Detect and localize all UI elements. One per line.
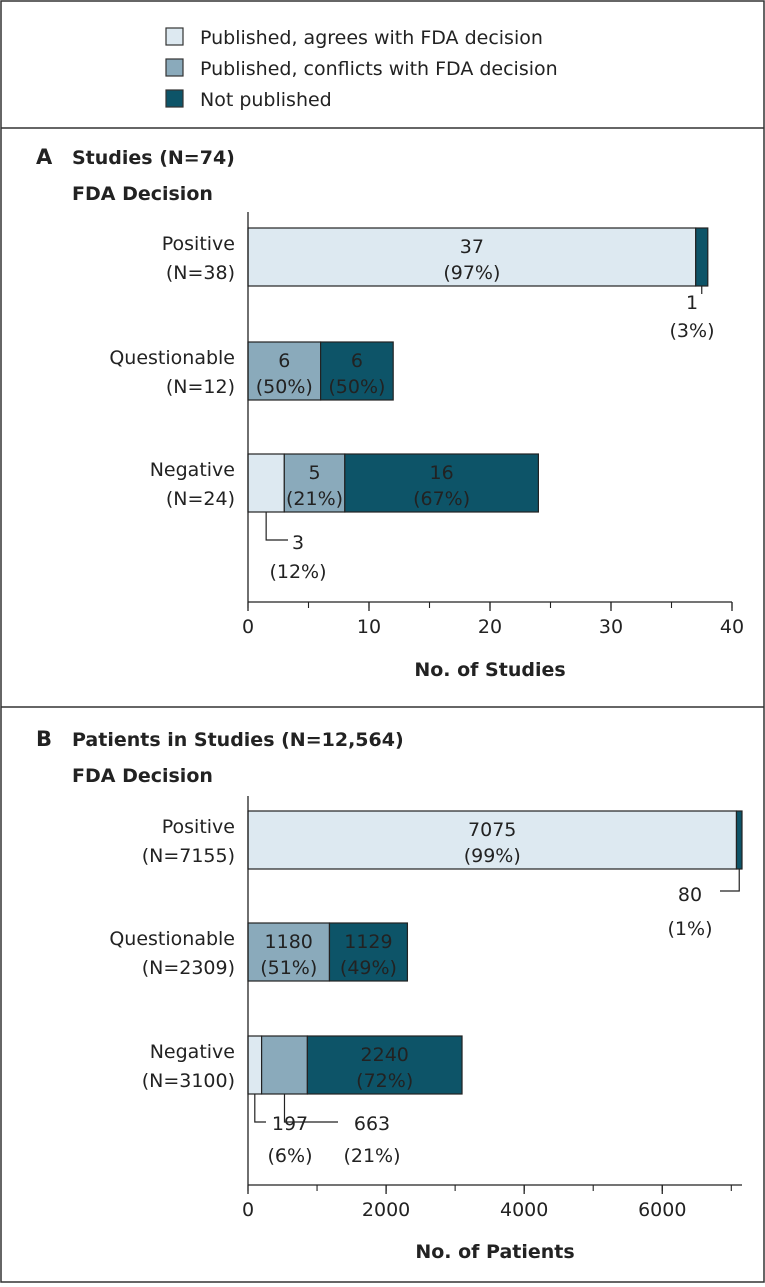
panel-b-plot: Positive (N=7155) Questionable (N=2309) Nega… <box>109 796 743 1263</box>
category-label: Positive <box>162 816 235 838</box>
x-axis-title: No. of Patients <box>415 1241 574 1263</box>
data-label: 7075 <box>468 819 516 841</box>
legend-swatch <box>165 89 184 108</box>
data-label: (97%) <box>443 262 500 284</box>
category-count: (N=24) <box>166 488 235 510</box>
bar-segment <box>735 810 743 870</box>
bar-segment <box>247 1035 263 1095</box>
bar-segment <box>247 810 738 870</box>
data-label: (72%) <box>356 1070 413 1092</box>
callout-percent: (6%) <box>268 1145 313 1167</box>
callout-percent: (21%) <box>343 1145 400 1167</box>
data-label: 6 <box>278 350 290 372</box>
category-label: Negative <box>150 459 235 481</box>
data-label: 37 <box>460 236 484 258</box>
data-label: 1129 <box>344 931 392 953</box>
legend-item: Published, conflicts with FDA decision <box>165 58 558 80</box>
data-label: 2240 <box>361 1044 409 1066</box>
legend-label: Published, conflicts with FDA decision <box>200 58 558 80</box>
category-label: Positive <box>162 233 235 255</box>
callout-leader <box>720 869 740 892</box>
bar-segment <box>247 453 285 513</box>
callout-value: 1 <box>686 292 698 314</box>
panel-a-title: Studies (N=74) <box>72 147 235 169</box>
bar-segment <box>344 453 539 513</box>
x-tick-label: 0 <box>242 1199 254 1221</box>
callout-percent: (12%) <box>269 561 326 583</box>
bar-segment <box>320 341 394 401</box>
x-tick-label: 6000 <box>638 1199 686 1221</box>
x-tick-label: 0 <box>242 616 254 638</box>
data-label: (99%) <box>464 845 521 867</box>
callout-leader <box>283 1094 338 1123</box>
data-label: 6 <box>351 350 363 372</box>
bar-segment <box>247 922 331 982</box>
panel-b-letter: B <box>36 727 52 751</box>
callout-percent: (1%) <box>668 918 713 940</box>
data-label: 16 <box>430 462 454 484</box>
bar-segment <box>328 922 409 982</box>
legend-swatch <box>165 27 184 46</box>
x-axis-title: No. of Studies <box>414 659 565 681</box>
panel-a-subtitle: FDA Decision <box>72 183 213 205</box>
category-count: (N=2309) <box>142 957 235 979</box>
callout-value: 80 <box>678 884 702 906</box>
category-count: (N=38) <box>166 262 235 284</box>
category-count: (N=7155) <box>142 845 235 867</box>
data-label: (50%) <box>256 376 313 398</box>
panel-b-title: Patients in Studies (N=12,564) <box>72 729 404 751</box>
data-label: (51%) <box>260 957 317 979</box>
callout-leader <box>265 512 288 541</box>
legend-item: Published, agrees with FDA decision <box>165 27 543 49</box>
category-label: Questionable <box>109 928 235 950</box>
category-count: (N=12) <box>166 376 235 398</box>
x-tick-label: 4000 <box>500 1199 548 1221</box>
legend-swatch <box>165 58 184 77</box>
data-label: 1180 <box>265 931 313 953</box>
legend-label: Published, agrees with FDA decision <box>200 27 543 49</box>
panel-b-subtitle: FDA Decision <box>72 765 213 787</box>
x-tick-label: 40 <box>720 616 744 638</box>
data-label: (49%) <box>340 957 397 979</box>
panel-a-letter: A <box>36 145 53 169</box>
callout-leader <box>254 1094 266 1123</box>
x-tick-label: 30 <box>599 616 623 638</box>
callout-value: 663 <box>354 1113 390 1135</box>
legend-item: Not published <box>165 89 332 111</box>
bar-segment <box>261 1035 308 1095</box>
callout-value: 197 <box>272 1113 308 1135</box>
x-tick-label: 2000 <box>362 1199 410 1221</box>
x-tick-label: 20 <box>478 616 502 638</box>
bar-segment <box>695 227 709 287</box>
category-count: (N=3100) <box>142 1070 235 1092</box>
category-label: Questionable <box>109 347 235 369</box>
data-label: (50%) <box>328 376 385 398</box>
category-label: Negative <box>150 1041 235 1063</box>
bar-segment <box>283 453 346 513</box>
data-label: 5 <box>309 462 321 484</box>
callout-value: 3 <box>292 532 304 554</box>
legend: Published, agrees with FDA decision Publ… <box>165 27 558 111</box>
bar-segment <box>247 227 697 287</box>
x-tick-label: 10 <box>357 616 381 638</box>
data-label: (67%) <box>413 488 470 510</box>
legend-label: Not published <box>200 89 332 111</box>
data-label: (21%) <box>286 488 343 510</box>
callout-percent: (3%) <box>670 320 715 342</box>
panel-a-plot: Positive (N=38) Questionable (N=12) Negative… <box>109 212 744 681</box>
bar-segment <box>306 1035 463 1095</box>
